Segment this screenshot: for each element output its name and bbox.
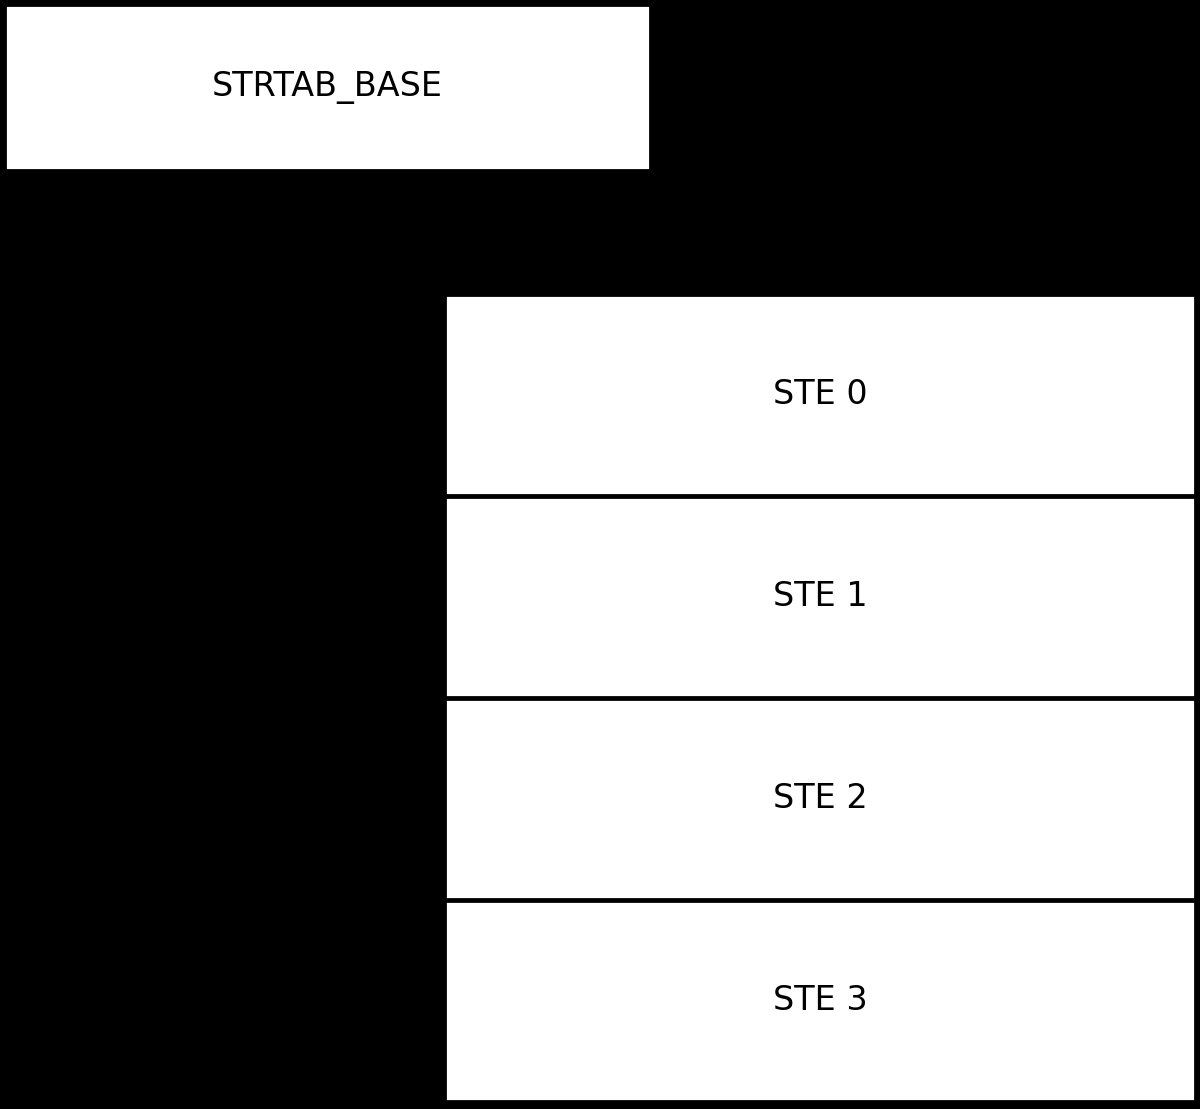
Text: STRTAB_BASE: STRTAB_BASE (212, 71, 443, 104)
Bar (445, 901, 1195, 1101)
Text: STE 0: STE 0 (773, 378, 868, 411)
Text: STE 1: STE 1 (773, 580, 868, 613)
Text: STE 3: STE 3 (773, 985, 868, 1017)
Text: STE 2: STE 2 (773, 783, 868, 815)
Bar (445, 497, 1195, 696)
Bar (445, 295, 1195, 495)
Bar (5, 6, 650, 170)
Bar (445, 699, 1195, 899)
